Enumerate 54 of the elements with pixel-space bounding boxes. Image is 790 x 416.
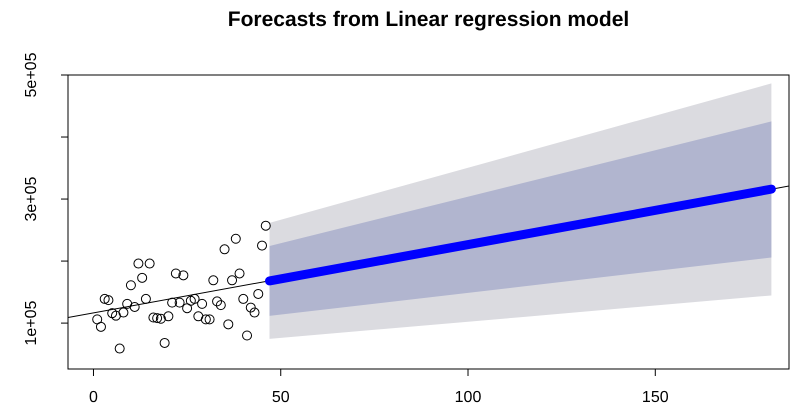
point (257, 240, 268, 251)
point (96, 322, 106, 332)
point (238, 294, 248, 304)
point (204, 314, 215, 324)
point (253, 288, 264, 299)
point (167, 298, 178, 308)
point (163, 311, 174, 322)
x-tick-label: 150 (642, 389, 669, 406)
point (92, 314, 102, 324)
point (178, 270, 188, 280)
y-tick-label: 1e+05 (23, 300, 40, 346)
point (190, 294, 200, 304)
chart-title: Forecasts from Linear regression model (228, 8, 630, 31)
point (160, 338, 170, 348)
point (246, 302, 256, 313)
point (242, 330, 252, 341)
y-tick-label: 5e+05 (23, 52, 40, 98)
point (193, 311, 204, 322)
point (250, 308, 260, 318)
point (126, 280, 136, 290)
point (144, 258, 155, 269)
point (107, 308, 118, 318)
point (230, 234, 241, 244)
point (152, 313, 162, 324)
point (186, 296, 196, 306)
point (133, 258, 144, 269)
point (220, 244, 230, 254)
point (208, 275, 218, 286)
point (100, 294, 110, 304)
point (216, 300, 226, 310)
point (174, 298, 185, 308)
x-tick-label: 50 (272, 389, 290, 406)
point (182, 303, 192, 314)
point (197, 298, 208, 309)
point (130, 302, 140, 312)
point (200, 314, 211, 324)
x-tick-label: 0 (89, 389, 98, 406)
point (223, 319, 234, 330)
point (114, 344, 125, 354)
point (140, 294, 151, 304)
point (122, 298, 132, 309)
point (212, 296, 222, 306)
point (227, 275, 238, 286)
point (103, 295, 114, 306)
point (260, 220, 271, 231)
point (137, 272, 148, 283)
point (170, 268, 181, 278)
point (118, 308, 128, 318)
point (110, 310, 121, 321)
point (156, 314, 166, 324)
x-tick-label: 100 (454, 389, 482, 406)
point (234, 268, 245, 278)
y-tick-label: 3e+05 (23, 176, 40, 222)
point (148, 312, 158, 323)
